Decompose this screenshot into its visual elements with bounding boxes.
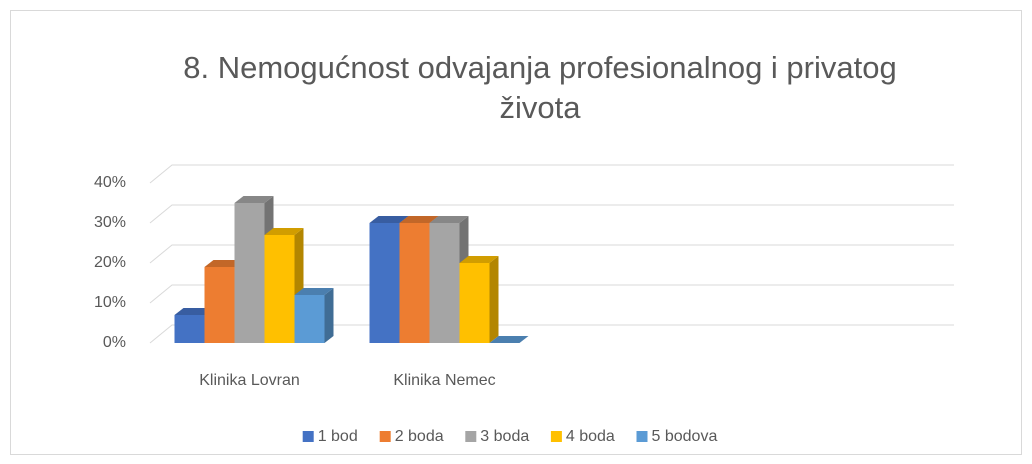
legend-swatch (465, 431, 477, 442)
bar (489, 336, 529, 343)
x-tick-label: Klinika Lovran (199, 372, 300, 389)
legend-swatch (302, 431, 314, 442)
legend-label: 1 bod (318, 428, 358, 445)
legend-label: 3 boda (480, 428, 529, 445)
grid-line (149, 204, 954, 224)
x-tick-label: Klinika Nemec (393, 372, 495, 389)
legend-swatch (379, 431, 391, 442)
grid-line (149, 324, 954, 344)
y-tick-label: 30% (94, 214, 126, 231)
legend-swatch (636, 431, 648, 442)
legend-swatch (550, 431, 562, 442)
y-tick-label: 0% (103, 334, 126, 351)
legend-label: 4 boda (566, 428, 615, 445)
grid-line (149, 244, 954, 264)
chart-frame (10, 10, 1022, 455)
grid-line (149, 284, 954, 304)
bar (294, 288, 334, 343)
chart-title: 8. Nemogućnost odvajanja profesionalnog … (183, 50, 897, 125)
y-tick-label: 10% (94, 294, 126, 311)
legend-label: 2 boda (395, 428, 444, 445)
y-tick-label: 40% (94, 174, 126, 191)
y-tick-label: 20% (94, 254, 126, 271)
bar (459, 256, 499, 343)
grid-line (149, 164, 954, 184)
legend-label: 5 bodova (652, 428, 718, 445)
